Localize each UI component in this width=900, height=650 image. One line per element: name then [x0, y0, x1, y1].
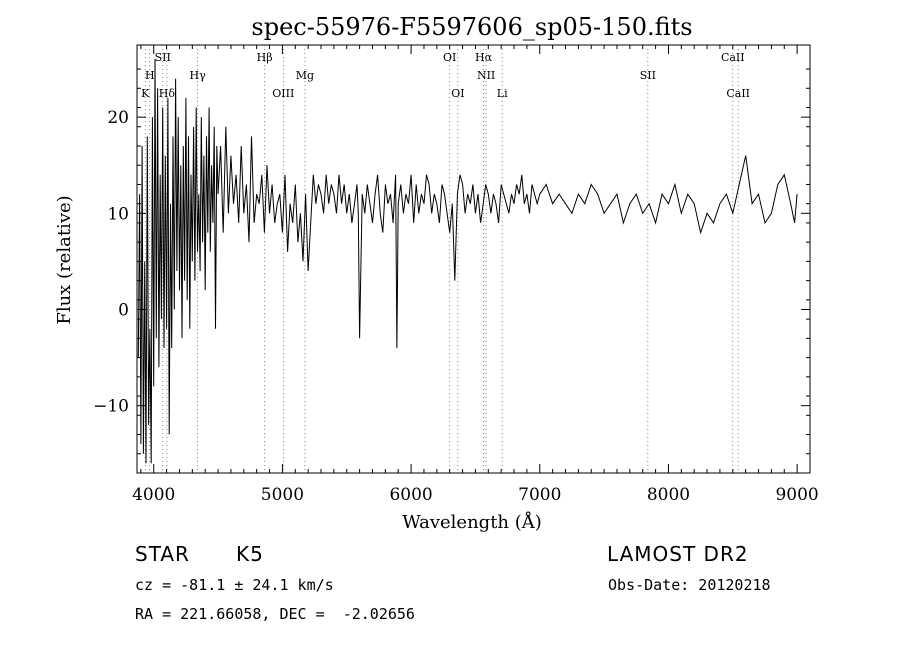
x-tick-label: 7000: [518, 485, 561, 505]
redshift-line: cz = -81.1 ± 24.1 km/s: [135, 576, 334, 594]
y-tick-label: 20: [107, 108, 129, 128]
y-axis-ticks: −10 0 10 20: [93, 68, 810, 455]
spectral-line-label: Mg: [296, 69, 314, 82]
y-tick-label: 10: [107, 204, 129, 224]
spectral-line-label: K: [141, 87, 150, 100]
chart-title: spec-55976-F5597606_sp05-150.fits: [251, 13, 692, 41]
y-tick-label: 0: [118, 300, 129, 320]
object-subclass: K5: [236, 542, 264, 566]
x-axis-label: Wavelength (Å): [402, 511, 542, 533]
spectral-line-label: NII: [477, 69, 495, 82]
spectral-line-label: CaII: [726, 87, 750, 100]
spectral-line-label: Li: [497, 87, 508, 100]
spectral-line-label: CaII: [721, 51, 745, 64]
spectral-line-label: Hα: [475, 51, 493, 64]
object-class: STAR: [135, 542, 190, 566]
y-tick-label: −10: [93, 397, 129, 417]
spectral-line-label: Hδ: [159, 87, 176, 100]
spectral-line-label: OI: [451, 87, 464, 100]
x-tick-label: 6000: [389, 485, 432, 505]
x-tick-label: 8000: [647, 485, 690, 505]
spectral-line-label: Hβ: [257, 51, 273, 64]
survey-name: LAMOST DR2: [607, 542, 749, 566]
x-axis-ticks: 4000 5000 6000 7000 8000 9000: [132, 45, 819, 505]
spectral-line-label: SII: [640, 69, 656, 82]
y-axis-label: Flux (relative): [54, 195, 75, 324]
x-tick-label: 5000: [261, 485, 304, 505]
spectral-line-label: OIII: [272, 87, 294, 100]
line-markers: [144, 45, 739, 473]
plot-frame: [136, 44, 811, 474]
spectrum-line: [137, 59, 798, 464]
x-tick-label: 4000: [132, 485, 175, 505]
x-tick-label: 9000: [775, 485, 818, 505]
spectral-line-label: Hγ: [190, 69, 207, 82]
spectral-line-label: SII: [155, 51, 171, 64]
coordinates: RA = 221.66058, DEC = -2.02656: [135, 605, 415, 623]
observation-date: Obs-Date: 20120218: [608, 576, 771, 594]
spectral-line-label: H: [145, 69, 155, 82]
spectral-line-label: OI: [443, 51, 456, 64]
